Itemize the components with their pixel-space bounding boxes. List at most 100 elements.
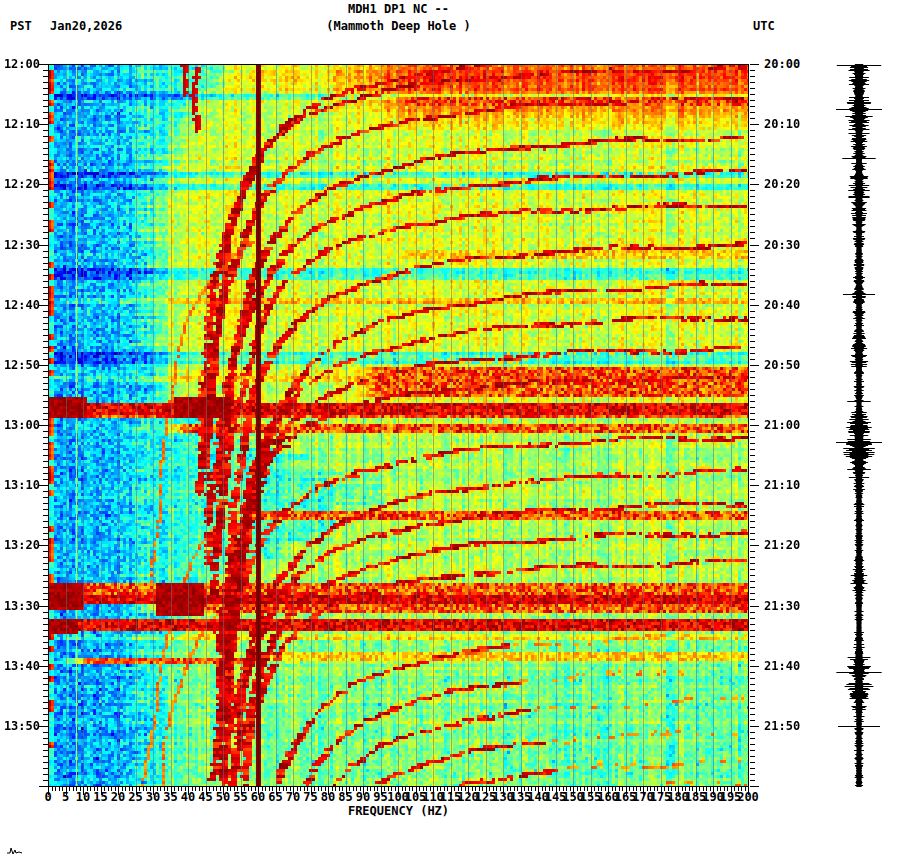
seismogram-trace-canvas: [832, 64, 884, 787]
tick-mark: [750, 305, 759, 306]
tick-mark: [43, 311, 48, 312]
tick-mark: [39, 64, 48, 65]
tick-mark: [43, 569, 48, 570]
y-tick-label-utc: 21:50: [764, 719, 800, 733]
x-tick-label: 20: [111, 791, 125, 804]
y-tick-label-utc: 20:50: [764, 358, 800, 372]
tick-mark: [750, 70, 755, 71]
y-tick-label-utc: 20:20: [764, 177, 800, 191]
tick-mark: [750, 684, 755, 685]
tick-mark: [750, 624, 755, 625]
tick-mark: [43, 624, 48, 625]
tick-mark: [750, 648, 755, 649]
tick-mark: [750, 311, 755, 312]
tick-mark: [43, 130, 48, 131]
tick-mark: [43, 720, 48, 721]
tick-mark: [750, 467, 755, 468]
y-tick-label-utc: 20:30: [764, 238, 800, 252]
tick-mark: [55, 787, 56, 791]
tick-mark: [750, 726, 759, 727]
tick-mark: [43, 780, 48, 781]
x-tick-label: 25: [128, 791, 142, 804]
x-tick-label: 95: [373, 791, 387, 804]
tick-mark: [750, 269, 755, 270]
tick-mark: [750, 413, 755, 414]
tick-mark: [43, 76, 48, 77]
tick-mark: [750, 557, 755, 558]
tick-mark: [750, 365, 759, 366]
tick-mark: [750, 666, 759, 667]
tick-mark: [43, 527, 48, 528]
tick-mark: [69, 787, 70, 791]
x-tick-label: 80: [321, 791, 335, 804]
tick-mark: [750, 533, 755, 534]
tick-mark: [750, 509, 755, 510]
y-tick-label-utc: 21:10: [764, 478, 800, 492]
tick-mark: [750, 94, 755, 95]
tick-mark: [750, 359, 755, 360]
tick-mark: [750, 527, 755, 528]
tick-mark: [43, 160, 48, 161]
tick-mark: [750, 293, 755, 294]
tick-mark: [43, 714, 48, 715]
tick-mark: [43, 353, 48, 354]
tick-mark: [43, 202, 48, 203]
tick-mark: [750, 341, 755, 342]
tick-mark: [43, 172, 48, 173]
tick-mark: [39, 305, 48, 306]
y-tick-label-utc: 20:00: [764, 57, 800, 71]
tick-mark: [43, 587, 48, 588]
tick-mark: [750, 112, 755, 113]
tick-mark: [750, 581, 755, 582]
tick-mark: [750, 714, 755, 715]
tick-mark: [750, 587, 755, 588]
tick-mark: [43, 257, 48, 258]
tick-mark: [750, 612, 755, 613]
tick-mark: [750, 569, 755, 570]
tick-mark: [750, 780, 755, 781]
tick-mark: [43, 275, 48, 276]
tick-mark: [750, 166, 755, 167]
tick-mark: [750, 618, 755, 619]
tick-mark: [750, 702, 755, 703]
x-tick-label: 10: [76, 791, 90, 804]
tick-mark: [43, 648, 48, 649]
tick-mark: [43, 359, 48, 360]
station-title: MDH1 DP1 NC --: [48, 2, 749, 16]
tick-mark: [43, 551, 48, 552]
tick-mark: [750, 768, 755, 769]
x-tick-label: 200: [737, 791, 759, 804]
tick-mark: [750, 786, 759, 787]
tick-mark: [43, 178, 48, 179]
tick-mark: [43, 118, 48, 119]
tick-mark: [750, 750, 755, 751]
tick-mark: [750, 118, 755, 119]
tick-mark: [43, 756, 48, 757]
tick-mark: [39, 425, 48, 426]
tick-mark: [750, 184, 759, 185]
tick-mark: [750, 401, 755, 402]
tick-mark: [73, 787, 74, 791]
tick-mark: [43, 293, 48, 294]
tick-mark: [750, 443, 755, 444]
tick-mark: [750, 732, 755, 733]
tick-mark: [750, 696, 755, 697]
tick-mark: [750, 347, 755, 348]
tick-mark: [750, 226, 755, 227]
tick-mark: [750, 371, 755, 372]
tick-mark: [750, 130, 755, 131]
spectrogram-canvas: [48, 64, 749, 787]
x-tick-label: 40: [181, 791, 195, 804]
tick-mark: [750, 383, 755, 384]
tick-mark: [750, 539, 755, 540]
tick-mark: [750, 545, 759, 546]
tick-mark: [750, 202, 755, 203]
tick-mark: [43, 455, 48, 456]
spectrogram-page: MDH1 DP1 NC -- (Mammoth Deep Hole ) PST …: [0, 0, 902, 864]
tick-mark: [43, 317, 48, 318]
tick-mark: [43, 413, 48, 414]
tick-mark: [353, 787, 354, 791]
tick-mark: [43, 70, 48, 71]
tick-mark: [43, 407, 48, 408]
tick-mark: [43, 732, 48, 733]
